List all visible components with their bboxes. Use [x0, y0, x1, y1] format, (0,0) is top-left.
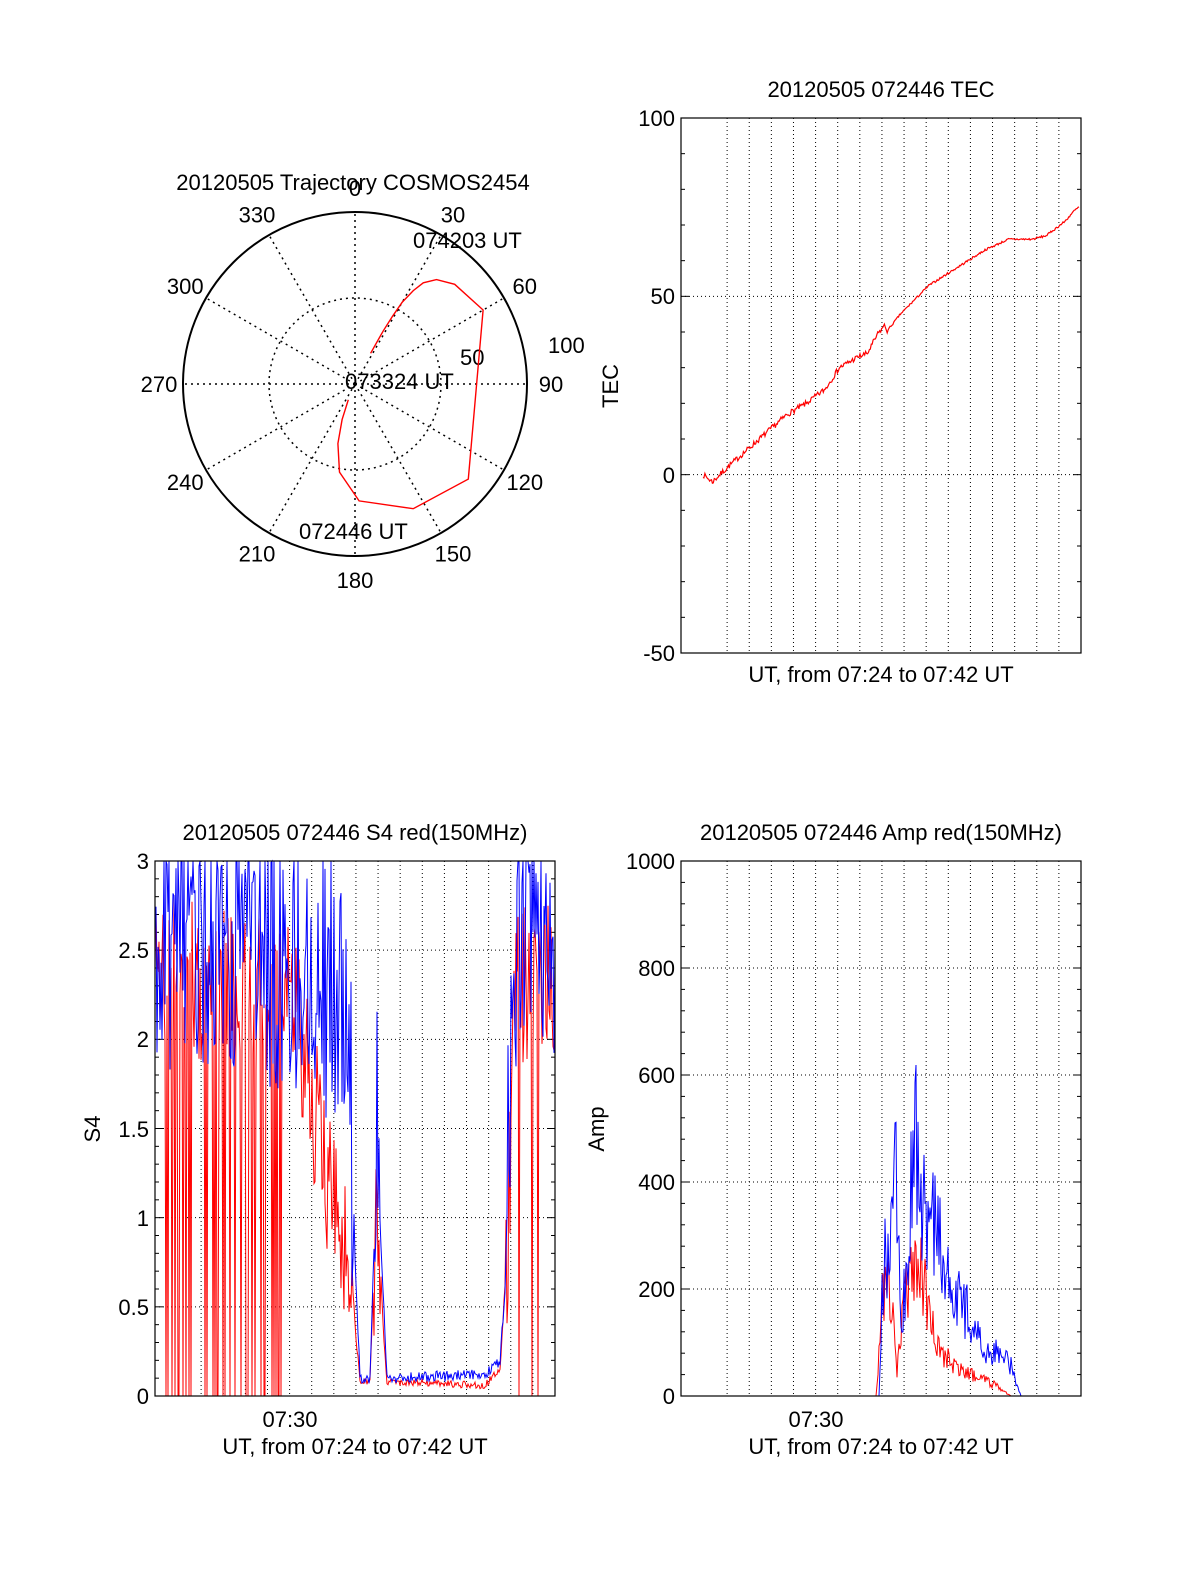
amp-ylabel: Amp — [584, 1106, 609, 1151]
amp-ytick-600: 600 — [638, 1063, 675, 1088]
s4-ytick-2.5: 2.5 — [118, 938, 149, 963]
s4-blue-series — [154, 859, 556, 1384]
s4-plot-frame — [154, 860, 556, 1397]
amp-blue-series — [681, 1064, 1081, 1397]
polar-spoke-330 — [268, 234, 356, 385]
amp-ytick-1000: 1000 — [626, 849, 675, 874]
polar-azimuth-label-210: 210 — [239, 542, 276, 567]
polar-azimuth-label-0: 0 — [349, 176, 361, 201]
s4-panel: 20120505 072446 S4 red(150MHz) 3 2.5 2 1… — [80, 820, 556, 1459]
amp-gridlines — [681, 861, 1081, 1396]
s4-ytick-0.5: 0.5 — [118, 1295, 149, 1320]
polar-annotation-mid: 073324 UT — [345, 369, 454, 394]
amp-title: 20120505 072446 Amp red(150MHz) — [700, 820, 1062, 845]
amp-panel: 20120505 072446 Amp red(150MHz) 1000 800… — [584, 820, 1082, 1459]
polar-panel: 20120505 Trajectory COSMOS2454 0 30 60 90 12… — [141, 170, 585, 593]
amp-plot-frame — [680, 860, 1082, 1397]
s4-ytick-2: 2 — [137, 1027, 149, 1052]
polar-azimuth-labels: 0 30 60 90 120 150 180 210 240 270 300 330 — [141, 176, 564, 593]
polar-annotation-end: 074203 UT — [413, 228, 522, 253]
polar-azimuth-label-180: 180 — [337, 568, 374, 593]
polar-spoke-240 — [205, 383, 356, 471]
polar-azimuth-label-330: 330 — [239, 202, 276, 227]
s4-ylabel: S4 — [80, 1116, 105, 1143]
tec-ticks — [681, 117, 1081, 654]
tec-ytick-neg50: -50 — [643, 641, 675, 666]
s4-red-series — [154, 895, 556, 1397]
polar-spoke-60 — [354, 297, 505, 385]
polar-title: 20120505 Trajectory COSMOS2454 — [176, 170, 529, 195]
tec-title: 20120505 072446 TEC — [767, 77, 994, 102]
amp-ytick-0: 0 — [663, 1384, 675, 1409]
polar-elev-label-50: 50 — [460, 345, 484, 370]
polar-azimuth-label-270: 270 — [141, 372, 178, 397]
tec-ytick-100: 100 — [638, 106, 675, 131]
tec-plot-frame — [680, 117, 1082, 654]
amp-ytick-800: 800 — [638, 956, 675, 981]
polar-azimuth-label-300: 300 — [167, 274, 204, 299]
s4-xtick-0730: 07:30 — [262, 1407, 317, 1432]
tec-xlabel: UT, from 07:24 to 07:42 UT — [748, 662, 1013, 687]
polar-azimuth-label-30: 30 — [441, 202, 465, 227]
polar-spoke-120 — [354, 383, 505, 471]
amp-xlabel: UT, from 07:24 to 07:42 UT — [748, 1434, 1013, 1459]
polar-spoke-150 — [354, 383, 442, 534]
polar-spoke-300 — [205, 297, 356, 385]
s4-title: 20120505 072446 S4 red(150MHz) — [183, 820, 528, 845]
polar-azimuth-label-120: 120 — [506, 470, 543, 495]
tec-series-line — [702, 206, 1080, 484]
tec-panel: 20120505 072446 TEC 100 50 0 -50 TEC UT,… — [598, 77, 1082, 687]
tec-ylabel: TEC — [598, 364, 623, 408]
polar-azimuth-label-60: 60 — [512, 274, 536, 299]
polar-azimuth-label-90: 90 — [539, 372, 563, 397]
polar-azimuth-label-150: 150 — [435, 542, 472, 567]
tec-ytick-50: 50 — [651, 284, 675, 309]
polar-azimuth-label-240: 240 — [167, 470, 204, 495]
polar-outer-ring — [182, 211, 528, 557]
polar-annotation-start: 072446 UT — [299, 519, 408, 544]
s4-ytick-1.5: 1.5 — [118, 1117, 149, 1142]
amp-ytick-400: 400 — [638, 1170, 675, 1195]
amp-xtick-0730: 07:30 — [788, 1407, 843, 1432]
polar-elev-label-100: 100 — [548, 333, 585, 358]
polar-trajectory-line — [337, 278, 484, 510]
s4-ytick-3: 3 — [137, 849, 149, 874]
tec-ytick-0: 0 — [663, 463, 675, 488]
amp-ytick-200: 200 — [638, 1277, 675, 1302]
polar-trajectory — [337, 278, 484, 510]
s4-ytick-0: 0 — [137, 1384, 149, 1409]
tec-gridlines — [681, 118, 1081, 653]
s4-ytick-1: 1 — [137, 1206, 149, 1231]
polar-spoke-210 — [268, 383, 356, 534]
s4-gridlines — [155, 861, 555, 1396]
s4-xlabel: UT, from 07:24 to 07:42 UT — [222, 1434, 487, 1459]
